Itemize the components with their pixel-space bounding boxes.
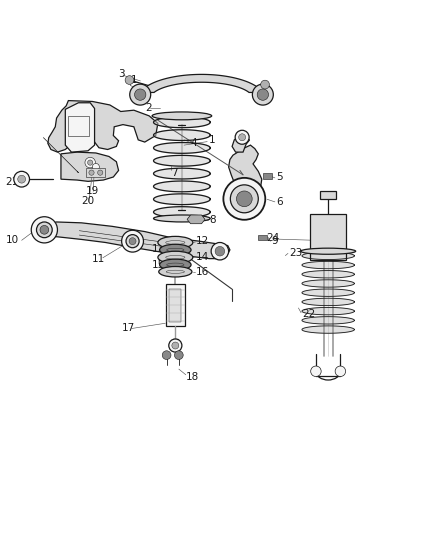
Polygon shape [154,156,210,166]
Polygon shape [302,252,354,260]
Polygon shape [154,142,210,154]
Polygon shape [65,103,95,152]
Polygon shape [302,280,354,287]
Polygon shape [302,326,354,333]
FancyBboxPatch shape [310,214,346,260]
Text: 11: 11 [92,254,105,264]
Circle shape [174,351,183,359]
Circle shape [134,89,146,100]
Circle shape [122,230,144,252]
Text: 17: 17 [122,324,135,334]
Text: 22: 22 [302,309,315,319]
FancyBboxPatch shape [86,168,106,177]
Circle shape [169,339,182,352]
Circle shape [130,84,151,105]
Polygon shape [227,145,262,216]
Text: 4: 4 [191,139,197,148]
Circle shape [18,175,25,183]
Polygon shape [154,130,210,141]
Polygon shape [302,271,354,278]
Circle shape [215,246,225,256]
Polygon shape [154,194,210,205]
Circle shape [261,80,269,89]
Circle shape [31,217,57,243]
Polygon shape [302,298,354,305]
Polygon shape [302,317,354,324]
Text: 3: 3 [119,69,125,78]
Circle shape [211,243,229,260]
Polygon shape [154,117,210,128]
Circle shape [237,191,252,207]
Polygon shape [302,261,354,269]
Circle shape [235,130,249,144]
Polygon shape [35,222,230,259]
Text: 24: 24 [266,233,279,243]
Circle shape [230,185,258,213]
FancyBboxPatch shape [320,191,336,199]
Ellipse shape [159,244,191,256]
Circle shape [125,76,134,84]
Text: 21: 21 [5,177,18,187]
Circle shape [89,170,94,175]
Text: 1: 1 [131,75,138,85]
Text: 13: 13 [152,244,165,254]
Ellipse shape [159,266,192,277]
Polygon shape [302,308,354,315]
FancyBboxPatch shape [258,235,267,240]
Text: 23: 23 [289,248,302,259]
Circle shape [252,84,273,105]
Polygon shape [154,168,210,179]
Text: 1: 1 [209,135,215,145]
Circle shape [40,225,49,234]
FancyBboxPatch shape [166,285,185,326]
Text: 20: 20 [81,196,95,206]
Circle shape [98,170,103,175]
Text: 12: 12 [196,236,209,246]
Text: 8: 8 [209,215,216,225]
Polygon shape [302,289,354,296]
Circle shape [36,222,52,238]
Circle shape [311,366,321,376]
Circle shape [257,89,268,100]
Polygon shape [154,207,210,217]
Polygon shape [232,136,250,152]
Text: 5: 5 [276,172,283,182]
Text: 7: 7 [171,168,177,177]
Text: 15: 15 [152,260,165,270]
Ellipse shape [300,248,356,254]
Polygon shape [187,215,205,224]
Text: 2: 2 [146,103,152,114]
FancyBboxPatch shape [169,289,181,321]
Text: 18: 18 [186,372,199,382]
Circle shape [239,134,246,141]
Circle shape [92,164,99,171]
Circle shape [335,366,346,376]
Polygon shape [61,152,119,181]
Circle shape [14,171,29,187]
Circle shape [126,235,139,248]
Circle shape [88,160,93,165]
Text: 6: 6 [276,197,283,207]
Text: 9: 9 [272,236,278,246]
Text: 14: 14 [196,252,209,262]
Polygon shape [48,101,158,152]
Polygon shape [154,181,210,192]
Text: 16: 16 [196,266,209,277]
Circle shape [223,178,265,220]
FancyBboxPatch shape [263,173,272,179]
Circle shape [172,342,179,349]
Text: 10: 10 [6,235,19,245]
Ellipse shape [158,251,193,263]
Polygon shape [140,75,263,92]
Ellipse shape [152,112,212,120]
Ellipse shape [159,259,191,270]
Ellipse shape [153,215,210,222]
Circle shape [129,238,136,245]
Ellipse shape [158,236,193,248]
Circle shape [162,351,171,359]
Text: 19: 19 [86,185,99,196]
Circle shape [85,157,95,168]
